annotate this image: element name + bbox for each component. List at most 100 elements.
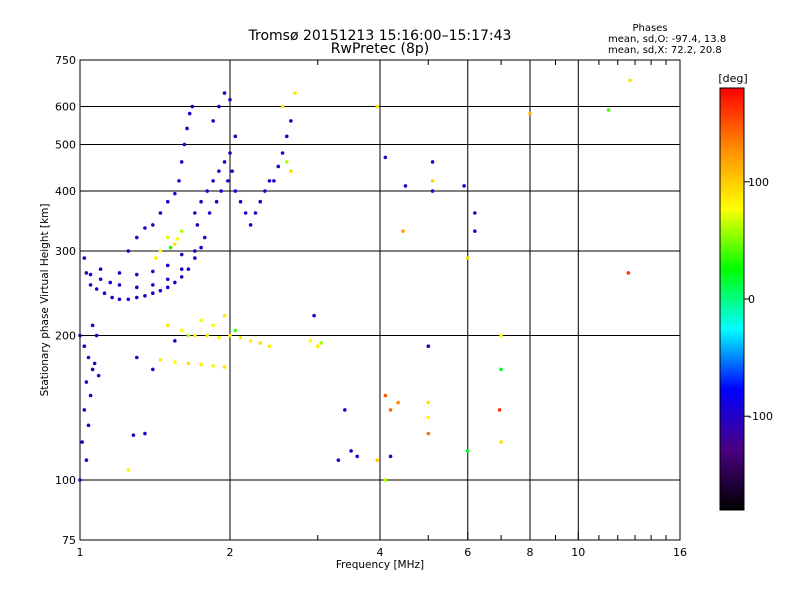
grid-lines bbox=[80, 60, 680, 540]
data-point bbox=[238, 199, 243, 204]
data-point bbox=[430, 189, 435, 193]
data-point bbox=[173, 280, 177, 285]
y-tick-label: 100 bbox=[55, 474, 76, 487]
data-point bbox=[233, 134, 238, 139]
data-point bbox=[199, 199, 203, 204]
data-point bbox=[280, 104, 285, 109]
y-tick-label: 750 bbox=[55, 54, 76, 67]
data-point bbox=[289, 119, 293, 123]
data-point bbox=[497, 408, 502, 412]
data-point bbox=[126, 249, 131, 253]
data-point bbox=[186, 267, 191, 271]
data-point bbox=[267, 344, 272, 349]
data-point bbox=[108, 280, 113, 285]
data-point bbox=[211, 179, 215, 183]
data-point bbox=[86, 355, 91, 360]
data-point bbox=[80, 440, 84, 444]
colorbar-gradient bbox=[719, 87, 745, 511]
data-point bbox=[84, 458, 89, 462]
y-axis-ticks: 75 100 200 300 400 500 600 750 bbox=[55, 54, 88, 547]
data-point bbox=[185, 126, 189, 131]
data-point bbox=[403, 184, 408, 188]
data-point bbox=[426, 431, 431, 436]
colorbar-unit: [deg] bbox=[718, 72, 747, 85]
data-point bbox=[222, 91, 227, 95]
data-point bbox=[179, 275, 184, 279]
x-tick-label: 6 bbox=[464, 546, 471, 559]
data-point bbox=[375, 458, 380, 462]
data-point bbox=[349, 449, 353, 453]
data-point bbox=[233, 189, 238, 193]
data-point bbox=[248, 339, 253, 343]
data-point bbox=[158, 249, 163, 253]
data-point bbox=[211, 323, 215, 328]
data-point bbox=[186, 361, 191, 366]
data-point bbox=[473, 229, 477, 233]
y-axis-label: Stationary phase Virtual Height [km] bbox=[39, 204, 51, 397]
data-point bbox=[143, 293, 147, 298]
data-point bbox=[219, 189, 223, 193]
phase-colorbar: [deg] 100 0 -100 bbox=[718, 72, 773, 511]
data-point bbox=[90, 323, 95, 328]
y-tick-label: 300 bbox=[55, 245, 76, 258]
data-point bbox=[134, 285, 139, 290]
data-point bbox=[179, 328, 184, 333]
data-point bbox=[280, 151, 285, 155]
data-point bbox=[193, 256, 197, 260]
data-point bbox=[462, 184, 466, 188]
data-point bbox=[165, 323, 170, 328]
chart-subtitle: RwPretec (8p) bbox=[331, 41, 429, 57]
colorbar-tick-label: -100 bbox=[748, 410, 773, 423]
data-point bbox=[284, 134, 289, 139]
data-point bbox=[258, 341, 263, 345]
data-point bbox=[179, 160, 184, 164]
data-point bbox=[199, 362, 203, 367]
data-point bbox=[168, 245, 173, 250]
data-point bbox=[88, 393, 93, 398]
data-point bbox=[499, 333, 503, 338]
data-point bbox=[226, 179, 230, 183]
x-tick-label: 4 bbox=[377, 546, 384, 559]
x-tick-label: 1 bbox=[77, 546, 84, 559]
data-point bbox=[396, 400, 400, 405]
data-point bbox=[151, 283, 155, 287]
data-point bbox=[228, 333, 232, 338]
data-point bbox=[214, 199, 219, 204]
data-point bbox=[258, 199, 263, 204]
data-point bbox=[383, 155, 388, 160]
data-point bbox=[528, 111, 532, 116]
data-point bbox=[187, 111, 192, 116]
data-point bbox=[383, 393, 388, 398]
x-tick-label: 10 bbox=[571, 546, 585, 559]
data-point bbox=[186, 333, 191, 338]
data-point bbox=[151, 291, 155, 296]
data-point bbox=[430, 160, 435, 164]
colorbar-ticks: 100 0 -100 bbox=[744, 176, 773, 423]
data-point bbox=[343, 408, 347, 412]
colorbar-tick-label: 0 bbox=[748, 293, 755, 306]
y-tick-label: 500 bbox=[55, 139, 76, 152]
data-point bbox=[383, 478, 388, 482]
data-point bbox=[96, 373, 101, 378]
data-point bbox=[158, 358, 163, 362]
data-point bbox=[117, 271, 122, 275]
data-point bbox=[151, 367, 155, 372]
x-tick-label: 8 bbox=[527, 546, 534, 559]
data-point bbox=[388, 454, 393, 459]
x-tick-label: 16 bbox=[673, 546, 687, 559]
data-point bbox=[626, 271, 631, 275]
data-point bbox=[263, 189, 267, 193]
data-point bbox=[102, 291, 107, 296]
chart-title: Tromsø 20151213 15:16:00–15:17:43 bbox=[248, 28, 512, 44]
data-point bbox=[319, 341, 324, 345]
data-point bbox=[293, 91, 297, 95]
data-point bbox=[228, 97, 232, 102]
data-point bbox=[82, 408, 87, 412]
data-point bbox=[430, 179, 435, 183]
data-point bbox=[272, 179, 276, 183]
data-point bbox=[117, 283, 122, 287]
data-point bbox=[211, 119, 215, 123]
data-point bbox=[426, 400, 431, 405]
data-point bbox=[154, 256, 158, 260]
